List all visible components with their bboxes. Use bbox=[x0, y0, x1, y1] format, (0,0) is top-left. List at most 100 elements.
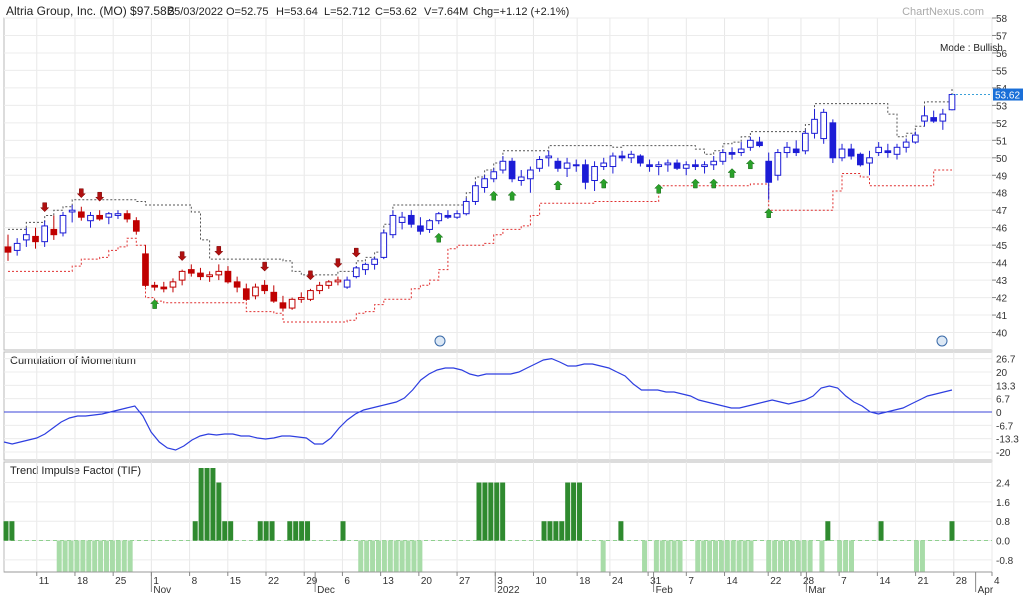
candle-body bbox=[233, 281, 241, 288]
price-tick-label: 42 bbox=[996, 294, 1008, 305]
x-tick-label: 14 bbox=[879, 576, 891, 587]
up-arrow-icon bbox=[745, 159, 755, 170]
price-tick-label: 40 bbox=[996, 329, 1008, 340]
tif-bar bbox=[56, 540, 62, 572]
candle bbox=[655, 161, 663, 176]
candle bbox=[664, 159, 672, 172]
candle bbox=[811, 108, 818, 139]
candle bbox=[77, 206, 85, 221]
tif-bar bbox=[198, 468, 204, 541]
candle-body bbox=[334, 279, 342, 283]
tif-bar bbox=[878, 521, 884, 541]
x-tick-label: 4 bbox=[994, 576, 1000, 587]
candle bbox=[242, 283, 250, 302]
down-arrow-icon bbox=[40, 202, 50, 213]
candle bbox=[4, 234, 12, 261]
tif-bar bbox=[74, 540, 80, 572]
candle-body bbox=[517, 176, 525, 182]
mode-label: Mode : Bullish bbox=[940, 43, 1003, 54]
candle bbox=[563, 157, 571, 178]
x-tick-label: 18 bbox=[77, 576, 89, 587]
candle bbox=[32, 227, 39, 249]
down-arrow-icon bbox=[351, 247, 361, 258]
candle-body bbox=[13, 242, 21, 251]
candle-body bbox=[160, 286, 168, 290]
candle-body bbox=[279, 302, 287, 309]
close-label: C=53.62 bbox=[375, 6, 417, 18]
candle-body bbox=[242, 288, 250, 300]
candle bbox=[197, 267, 204, 281]
up-arrow-icon bbox=[727, 168, 737, 178]
candle-body bbox=[472, 185, 479, 202]
candle-body bbox=[68, 209, 76, 213]
price-tick-label: 53 bbox=[996, 101, 1008, 112]
trailing-stops bbox=[8, 88, 953, 323]
tif-bar bbox=[748, 540, 754, 572]
candle bbox=[536, 156, 543, 172]
candle bbox=[600, 157, 608, 171]
candle bbox=[902, 138, 910, 153]
momentum-tick-label: -6.7 bbox=[996, 421, 1014, 432]
tif-bar bbox=[825, 521, 831, 541]
tif-bar bbox=[263, 521, 269, 541]
tif-bar bbox=[204, 468, 210, 541]
candle-body bbox=[297, 297, 305, 300]
candle bbox=[490, 168, 498, 183]
tif-bar bbox=[914, 540, 920, 572]
candle bbox=[22, 227, 30, 247]
candle bbox=[178, 269, 186, 286]
month-label: 2022 bbox=[497, 585, 520, 596]
x-tick-label: 25 bbox=[115, 576, 127, 587]
candle bbox=[132, 217, 140, 235]
candle bbox=[756, 136, 763, 148]
price-tick-label: 58 bbox=[996, 14, 1008, 25]
candle-body bbox=[563, 162, 571, 169]
high-label: H=53.64 bbox=[276, 6, 318, 18]
price-tick-label: 44 bbox=[996, 259, 1008, 270]
candle-body bbox=[866, 157, 873, 164]
candle bbox=[41, 220, 49, 247]
candle bbox=[710, 156, 718, 171]
candle-body bbox=[187, 269, 195, 274]
x-tick-label: 29 bbox=[306, 576, 318, 587]
candle bbox=[627, 150, 635, 164]
candle bbox=[417, 217, 424, 235]
tif-bar bbox=[547, 521, 553, 541]
candle bbox=[820, 108, 828, 144]
month-label: Apr bbox=[978, 585, 994, 596]
grid-lines bbox=[3, 17, 993, 573]
tif-bar bbox=[653, 540, 659, 572]
tif-bar bbox=[364, 540, 370, 572]
tif-bar bbox=[600, 540, 606, 572]
tif-bar bbox=[482, 482, 488, 541]
candle-body bbox=[398, 216, 406, 223]
candle-body bbox=[673, 162, 681, 169]
tif-bar bbox=[494, 482, 500, 541]
candlesticks bbox=[4, 94, 956, 312]
candle bbox=[96, 210, 103, 221]
candle-body bbox=[893, 146, 901, 155]
candle bbox=[591, 161, 598, 191]
tif-bar bbox=[783, 540, 789, 572]
candle bbox=[783, 142, 791, 158]
tif-bar bbox=[736, 540, 742, 572]
candle bbox=[371, 257, 378, 270]
tif-bar bbox=[671, 540, 677, 572]
tif-bar bbox=[618, 521, 624, 541]
tif-bar bbox=[370, 540, 376, 572]
candle-body bbox=[527, 169, 534, 180]
upper-stop-line bbox=[8, 88, 953, 276]
tif-bar bbox=[837, 540, 843, 572]
down-arrow-icon bbox=[177, 251, 187, 261]
panel-frame bbox=[3, 17, 993, 351]
candle bbox=[572, 159, 580, 172]
tif-bar bbox=[375, 540, 381, 572]
candle-body bbox=[444, 214, 452, 218]
watermark: ChartNexus.com bbox=[902, 6, 984, 18]
candle-body bbox=[902, 141, 910, 148]
tif-bar bbox=[577, 482, 583, 541]
tif-bar bbox=[541, 521, 547, 541]
candle-body bbox=[802, 132, 809, 152]
candle bbox=[857, 152, 864, 167]
price-tick-label: 41 bbox=[996, 311, 1008, 322]
